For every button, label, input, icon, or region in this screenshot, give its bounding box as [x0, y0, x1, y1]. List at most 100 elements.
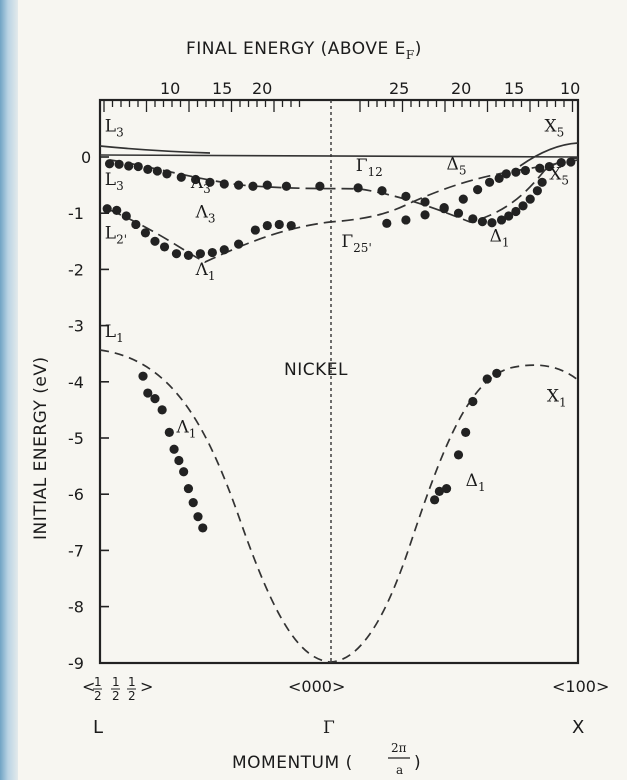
- data-point: [188, 498, 198, 508]
- data-point: [441, 483, 452, 494]
- plot-frame: [98, 98, 580, 665]
- curve-lambda1-delta1: [99, 349, 579, 663]
- data-point: [487, 218, 497, 228]
- data-point: [195, 249, 205, 259]
- data-point: [124, 161, 134, 171]
- y-tick-label: -2: [68, 260, 84, 279]
- data-point: [453, 208, 464, 218]
- data-point: [219, 179, 229, 189]
- symmetry-label: L2': [105, 223, 127, 246]
- data-point: [511, 206, 521, 217]
- data-point: [286, 220, 296, 231]
- bottom-coordinate-labels: < 12 12 12 > <000> <100>: [82, 675, 609, 703]
- data-point: [434, 486, 444, 496]
- symmetry-label: X5: [549, 164, 569, 187]
- data-point: [248, 181, 258, 191]
- y-tick-label: -1: [68, 204, 84, 223]
- data-point: [496, 215, 507, 225]
- data-point: [171, 249, 182, 259]
- data-point: [179, 467, 189, 477]
- symmetry-label: L3: [105, 117, 124, 140]
- data-point: [281, 181, 292, 191]
- data-point: [143, 388, 153, 398]
- data-point: [138, 371, 148, 381]
- data-point: [262, 220, 272, 231]
- y-tick-label: -7: [68, 541, 84, 560]
- data-point: [176, 172, 186, 182]
- data-point: [191, 174, 201, 185]
- data-point: [133, 161, 143, 172]
- coord-label-l-close: >: [140, 677, 153, 696]
- data-point: [274, 219, 284, 230]
- data-point: [518, 201, 528, 211]
- data-point: [484, 177, 495, 187]
- data-point: [520, 165, 531, 176]
- top-tick-label: 15: [212, 79, 232, 98]
- data-point: [473, 184, 483, 195]
- symmetry-label: L1: [105, 322, 124, 345]
- data-point: [207, 247, 217, 258]
- coord-label-l-fractions: 12 12 12: [93, 675, 136, 703]
- svg-text:MOMENTUM (: MOMENTUM (: [232, 753, 353, 773]
- data-point: [159, 242, 170, 252]
- data-point: [152, 166, 162, 176]
- data-point: [537, 177, 547, 187]
- data-point: [102, 204, 112, 214]
- svg-text:2: 2: [112, 689, 120, 703]
- svg-text:2π: 2π: [391, 741, 407, 755]
- y-axis-title: INITIAL ENERGY (eV): [31, 356, 51, 540]
- data-point: [420, 197, 430, 207]
- data-point: [461, 427, 471, 437]
- data-point: [494, 173, 504, 183]
- symmetry-label: X1: [547, 386, 567, 409]
- data-point: [140, 228, 151, 238]
- data-point: [143, 164, 153, 174]
- top-tick-label: 20: [252, 79, 272, 98]
- data-point: [511, 167, 521, 177]
- fermi-level-line: [99, 154, 579, 158]
- top-tick-label: 15: [504, 79, 524, 98]
- data-point: [458, 194, 468, 204]
- data-point: [492, 368, 502, 378]
- data-point: [377, 186, 387, 196]
- svg-text:1: 1: [112, 675, 120, 689]
- symmetry-label: Γ25': [341, 232, 371, 255]
- data-point: [234, 180, 244, 190]
- symmetry-label: X5: [545, 117, 565, 140]
- data-point: [205, 177, 215, 187]
- symmetry-label: Λ1: [175, 417, 196, 440]
- data-point: [250, 225, 260, 235]
- data-point: [401, 215, 411, 225]
- y-tick-label: -4: [68, 373, 84, 392]
- data-point: [501, 169, 511, 179]
- svg-text:1: 1: [128, 675, 136, 689]
- y-tick-label: -5: [68, 429, 84, 448]
- data-point: [439, 204, 449, 214]
- data-points: [102, 157, 576, 533]
- data-point: [453, 450, 464, 460]
- data-point: [112, 205, 122, 215]
- point-label-gamma: Γ: [323, 718, 335, 738]
- data-point: [114, 159, 124, 169]
- svg-text:): ): [414, 753, 421, 773]
- top-tick-label: 20: [451, 79, 471, 98]
- symmetry-label: Λ3: [190, 173, 211, 196]
- nickel-band-structure-chart: FINAL ENERGY (ABOVE EF) 10 15 20 25 20 15 10 …: [31, 39, 609, 777]
- coord-label-gamma: <000>: [288, 677, 345, 696]
- figure-page: FINAL ENERGY (ABOVE EF) 10 15 20 25 20 15 10 …: [18, 0, 627, 780]
- data-point: [164, 427, 174, 437]
- data-point: [468, 214, 478, 224]
- data-point: [150, 394, 160, 404]
- data-point: [420, 210, 430, 220]
- data-point: [401, 191, 411, 201]
- curve-l3-upper: [99, 145, 211, 154]
- data-point: [556, 158, 566, 168]
- data-point: [482, 374, 492, 384]
- top-tick-label: 25: [389, 79, 409, 98]
- symmetry-label: L3: [105, 170, 124, 193]
- data-point: [104, 159, 115, 169]
- data-point: [198, 523, 208, 533]
- svg-text:a: a: [396, 763, 403, 777]
- data-point: [234, 239, 244, 249]
- coord-label-x: <100>: [552, 677, 609, 696]
